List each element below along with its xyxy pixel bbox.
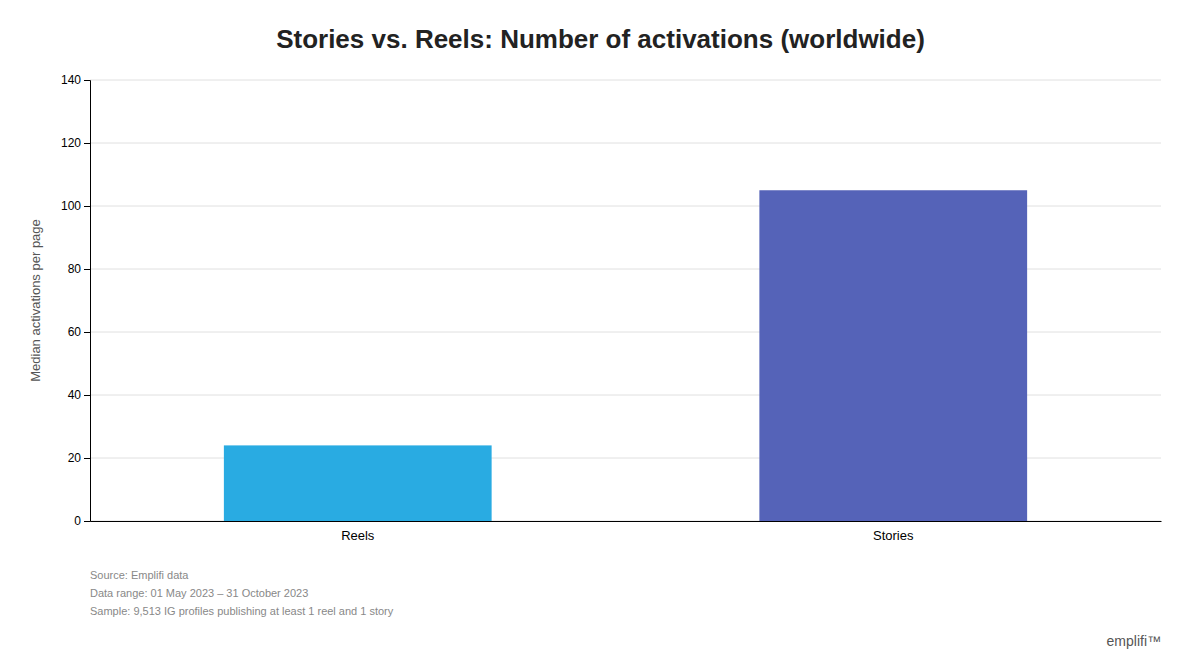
bars (224, 190, 1027, 521)
y-tick-mark (84, 269, 90, 270)
y-tick: 80 (68, 262, 90, 276)
footnote: Source: Emplifi data (90, 569, 189, 581)
y-tick: 100 (61, 199, 90, 213)
y-tick-label: 120 (61, 136, 81, 150)
chart: 0 20 40 60 80 100 120 140 Reels Stories Median act… (0, 0, 1201, 671)
x-tick-label: Stories (873, 528, 914, 543)
y-tick-label: 100 (61, 199, 81, 213)
y-tick-mark (84, 206, 90, 207)
y-tick-label: 20 (68, 451, 82, 465)
y-axis-title: Median activations per page (28, 219, 43, 382)
title: Stories vs. Reels: Number of activations… (276, 24, 925, 54)
y-tick-mark (84, 143, 90, 144)
y-axis-line (84, 81, 91, 522)
y-tick-mark (84, 332, 90, 333)
grid (90, 80, 1161, 521)
footnotes: Source: Emplifi data Data range: 01 May 2… (90, 569, 1161, 649)
x-axis-line (91, 521, 1162, 522)
x-axis: Reels Stories (91, 522, 1162, 544)
y-tick-label: 80 (68, 262, 82, 276)
x-tick: Reels (341, 528, 375, 543)
y-tick: 140 (61, 73, 90, 87)
x-tick: Stories (873, 528, 914, 543)
plot-area: 0 20 40 60 80 100 120 140 Reels Stories (61, 73, 1162, 543)
y-axis: 0 20 40 60 80 100 120 140 (61, 73, 91, 528)
y-tick: 0 (74, 514, 90, 528)
bar (224, 445, 492, 521)
y-tick: 40 (68, 388, 90, 402)
y-tick-mark (84, 395, 90, 396)
y-tick-label: 140 (61, 73, 81, 87)
grid-line (90, 80, 1161, 81)
y-tick: 120 (61, 136, 90, 150)
y-tick-mark (84, 521, 90, 522)
bar (759, 190, 1027, 521)
logo-text: emplifi™ (1107, 633, 1161, 649)
grid-line (90, 143, 1161, 144)
y-tick-mark (84, 80, 90, 81)
footnote: Sample: 9,513 IG profiles publishing at … (90, 605, 394, 617)
y-tick-label: 40 (68, 388, 82, 402)
footnote: Data range: 01 May 2023 – 31 October 202… (90, 587, 308, 599)
y-tick: 20 (68, 451, 90, 465)
x-tick-label: Reels (341, 528, 375, 543)
y-tick: 60 (68, 325, 90, 339)
y-tick-label: 60 (68, 325, 82, 339)
y-tick-label: 0 (74, 514, 81, 528)
y-tick-mark (84, 458, 90, 459)
